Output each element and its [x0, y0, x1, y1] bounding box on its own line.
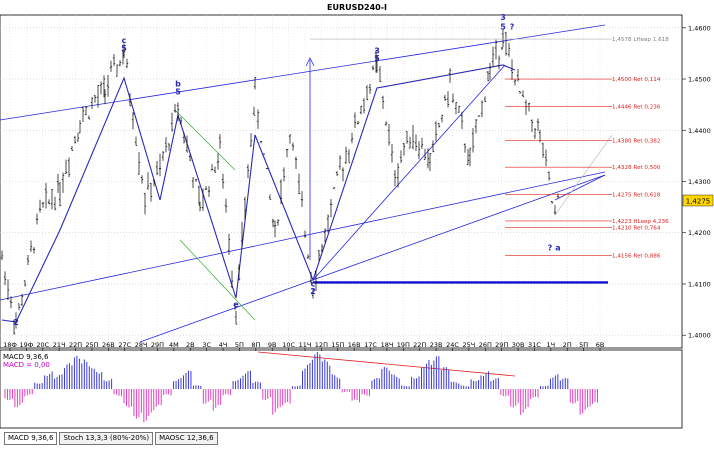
x-tick-label: 3С: [202, 341, 211, 349]
x-tick-label: 30В: [512, 341, 525, 349]
channel-line: [312, 64, 506, 281]
green-channel-line: [174, 109, 236, 171]
wave-label: 5: [500, 22, 506, 31]
macd-pane: [0, 349, 683, 429]
y-axis: 1,4600 1,4500 1,4400 1,4300 1,4200 1,4100 1,40…: [682, 24, 711, 340]
indicator-tabs: MACD 9,36,6 Stoch 13,3,3 (80%-20%) MAOSC…: [4, 432, 218, 445]
fib-label: 1,4223 HLeвp 4,236: [612, 219, 669, 225]
x-tick-label: 1Ч: [547, 341, 556, 349]
x-tick-label: 22П: [69, 341, 82, 349]
fib-label: 1,4275 Ret 0,618: [612, 192, 661, 198]
y-tick-label: 1,4000: [688, 332, 711, 340]
target-arrow-head: [305, 57, 315, 67]
x-tick-label: 18Ч: [381, 341, 394, 349]
x-tick-label: 19П: [397, 341, 410, 349]
x-tick-label: 26В: [102, 341, 115, 349]
channel-line: [0, 171, 606, 301]
current-price-label: 1,4275: [686, 198, 711, 206]
wave-label: c: [122, 36, 127, 45]
x-tick-label: 24С: [446, 341, 459, 349]
x-tick-label: 8П: [251, 341, 260, 349]
divergence-line: [257, 351, 516, 377]
macd-title: MACD 9,36,6: [3, 353, 49, 361]
x-tick-label: 25Ч: [463, 341, 476, 349]
wave-label: ?: [548, 244, 553, 253]
x-tick-label: 5П: [235, 341, 244, 349]
x-tick-label: 27С: [118, 341, 131, 349]
wave-path: [1, 64, 516, 323]
tab-maosc[interactable]: MAOSC 12,36,6: [155, 432, 218, 445]
fib-label: 1,4578 LHeвp 1,618: [612, 37, 669, 43]
channel-line: [139, 174, 606, 343]
x-tick-label: 11Ч: [299, 341, 312, 349]
channel-line: [0, 24, 606, 121]
fib-label: 1,4156 Ret 0,886: [612, 253, 661, 259]
macd-value: MACD = 0,00: [3, 361, 50, 369]
x-tick-label: 10С: [282, 341, 295, 349]
wave-label: 3: [374, 46, 380, 55]
fib-label: 1,4210 Ret 0,764: [612, 226, 661, 232]
x-tick-label: 6В: [596, 341, 605, 349]
wave-label: a: [555, 244, 560, 253]
x-tick-label: 22П: [413, 341, 426, 349]
x-tick-label: 31С: [528, 341, 541, 349]
candles: [0, 29, 560, 335]
chart-title: EURUSD240-I: [327, 3, 387, 12]
x-tick-label: 15П: [331, 341, 344, 349]
fib-label: 1,4380 Ret 0,382: [612, 139, 660, 145]
green-channel-line: [179, 239, 256, 321]
x-tick-label: 25П: [85, 341, 98, 349]
x-tick-label: 18Ф: [3, 341, 17, 349]
wave-label: 5: [121, 44, 127, 53]
x-tick-label: 23В: [430, 341, 443, 349]
x-tick-label: 2П: [563, 341, 572, 349]
fib-label: 1,4328 Ret 0,500: [612, 165, 661, 171]
x-tick-label: 28Ч: [135, 341, 148, 349]
x-tick-label: 29П: [151, 341, 164, 349]
wave-label: 3: [500, 13, 506, 22]
y-tick-label: 1,4100: [688, 280, 711, 288]
x-tick-label: 21Ч: [53, 341, 66, 349]
tab-stoch[interactable]: Stoch 13,3,3 (80%-20%): [59, 432, 154, 445]
y-tick-label: 1,4500: [688, 76, 711, 84]
wave-label: 5: [175, 87, 181, 96]
y-tick-label: 1,4400: [688, 127, 711, 135]
x-tick-label: 12П: [315, 341, 328, 349]
x-tick-label: 5П: [579, 341, 588, 349]
x-tick-label: 9В: [268, 341, 277, 349]
y-tick-label: 1,4300: [688, 178, 711, 186]
wave-label: ?: [510, 22, 515, 31]
channel-line: [554, 174, 606, 201]
x-tick-label: 19Ф: [19, 341, 33, 349]
x-tick-label: 29П: [495, 341, 508, 349]
x-tick-label: 17С: [364, 341, 377, 349]
x-tick-label: 20С: [36, 341, 49, 349]
x-tick-label: 4Ч: [219, 341, 228, 349]
x-axis: 18Ф 19Ф 20С 21Ч 22П 25П 26В 27С 28Ч 29П 4М 2В 3С 4Ч 5П…: [3, 341, 604, 351]
x-tick-label: 26П: [479, 341, 492, 349]
wave-label: e: [233, 300, 239, 309]
wave-label: 2: [13, 318, 19, 327]
macd-bars: [4, 352, 599, 423]
fib-label: 1,4500 Ret 0,114: [612, 77, 661, 83]
channel-lines: [0, 24, 613, 377]
x-tick-label: 4М: [169, 341, 179, 349]
fib-label: 1,4446 Ret 0,236: [612, 105, 661, 111]
fib-levels: 1,4578 LHeвp 1,618 1,4500 Ret 0,114 1,4446…: [310, 37, 669, 259]
tab-macd[interactable]: MACD 9,36,6: [4, 432, 58, 445]
y-tick-label: 1,4200: [688, 229, 711, 237]
y-tick-label: 1,4600: [688, 24, 711, 32]
wave-label: b: [175, 80, 181, 89]
wave-label: 5: [374, 54, 380, 63]
projection-line: [554, 134, 613, 216]
x-tick-label: 2В: [186, 341, 195, 349]
x-tick-label: 16В: [348, 341, 361, 349]
current-price-box: [682, 194, 714, 207]
wave-label: 2: [310, 287, 316, 296]
wave-label: c: [311, 280, 316, 289]
